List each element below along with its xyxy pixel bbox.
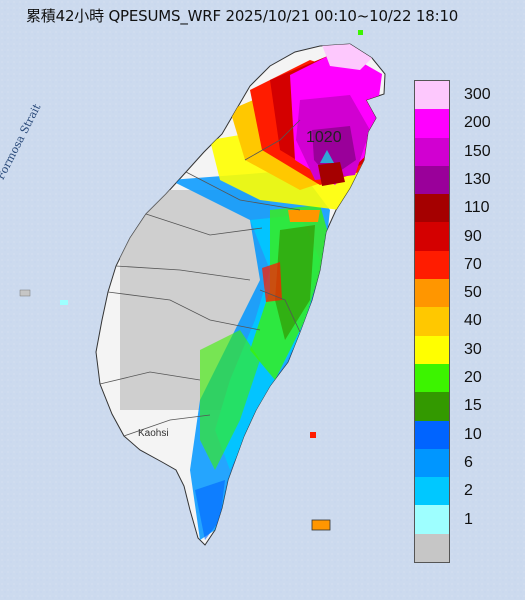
rainfall-zones — [120, 44, 382, 540]
legend-swatch — [415, 307, 449, 336]
legend-label: 200 — [464, 114, 491, 132]
legend-swatch — [415, 81, 449, 110]
legend-swatch — [415, 137, 449, 166]
legend-swatch — [415, 222, 449, 251]
legend-swatch — [415, 279, 449, 308]
legend-label: 30 — [464, 340, 482, 358]
legend-swatch — [415, 165, 449, 195]
legend-swatch — [415, 420, 449, 449]
legend-label: 90 — [464, 227, 482, 245]
legend-swatch — [415, 363, 449, 393]
legend-label: 2 — [464, 482, 473, 500]
legend-swatch — [415, 250, 449, 280]
legend-label: 40 — [464, 312, 482, 330]
legend-swatch — [415, 194, 449, 223]
legend-swatch — [415, 392, 449, 421]
map-title: 累積42小時 QPESUMS_WRF 2025/10/21 00:10~10/2… — [26, 7, 459, 25]
legend-label: 130 — [464, 170, 491, 188]
legend-label: 70 — [464, 255, 482, 273]
legend-swatch — [415, 533, 449, 563]
legend-swatch — [415, 477, 449, 506]
legend-label: 50 — [464, 284, 482, 302]
peak-marker-icon — [320, 150, 334, 163]
county-boundaries — [99, 119, 301, 437]
legend-label: 10 — [464, 425, 482, 443]
color-legend — [414, 80, 450, 564]
legend-swatch — [415, 448, 449, 478]
legend-label: 15 — [464, 397, 482, 415]
legend-label: 300 — [464, 86, 491, 103]
legend-swatch — [415, 109, 449, 138]
legend-swatch — [415, 505, 449, 534]
legend-label: 20 — [464, 369, 482, 386]
peak-value-label: 1020 — [306, 129, 342, 146]
legend-swatch — [415, 335, 449, 364]
offshore-islands — [19, 30, 363, 531]
legend-label: 110 — [464, 199, 490, 217]
legend-label: 6 — [464, 453, 473, 471]
city-label: Kaohsi — [138, 428, 169, 439]
legend-label: 1 — [464, 510, 473, 528]
legend-label: 150 — [464, 142, 491, 160]
